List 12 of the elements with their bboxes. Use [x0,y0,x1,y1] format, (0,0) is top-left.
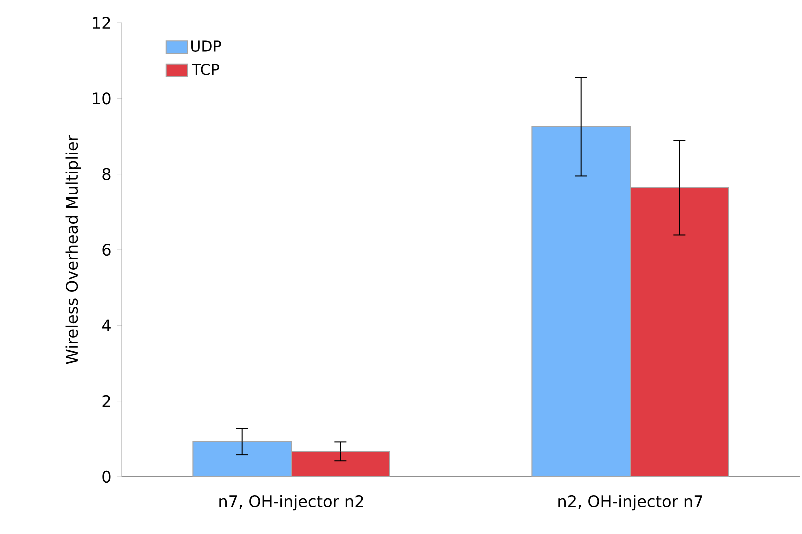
y-tick-label: 10 [93,92,111,105]
x-tick-label: n2, OH-injector n7 [558,495,702,511]
y-tick-label: 12 [93,17,110,29]
y-tick-label: 0 [102,470,111,484]
y-tick-label: 2 [102,395,110,408]
x-tick-label: n7, OH-injector n2 [220,495,364,511]
y-tick-label: 4 [102,320,111,332]
y-axis-title: Wireless Overhead Multiplier [66,135,82,364]
legend-label: UDP [192,40,222,52]
y-tick-label: 8 [102,168,111,180]
legend-label: TCP [192,64,220,76]
y-tick-label: 6 [102,244,111,256]
